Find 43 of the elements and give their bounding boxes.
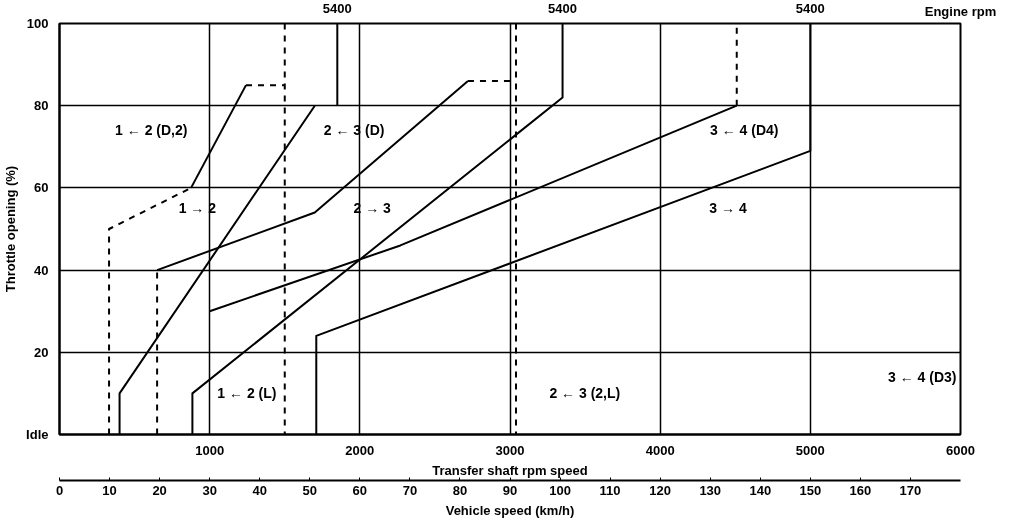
annotation: 3 ← 4 (D3) — [888, 368, 957, 385]
y-axis-title: Throttle opening (%) — [3, 165, 19, 293]
x2-tick-label: 10 — [102, 482, 117, 498]
x-tick-label: 6000 — [946, 442, 975, 458]
x2-tick-label: 60 — [352, 482, 368, 498]
x2-tick-label: 160 — [849, 482, 872, 498]
annotation: 2 ← 3 (2,L) — [549, 385, 621, 402]
x2-axis-title: Vehicle speed (km/h) — [445, 502, 575, 518]
x2-tick-label: 120 — [649, 482, 672, 498]
text: Engine rpm — [924, 3, 997, 19]
x2-tick-label: 70 — [402, 482, 418, 498]
x2-tick-label: 80 — [452, 482, 468, 498]
x2-tick-label: 110 — [599, 482, 621, 498]
annotation: 3 → 4 — [709, 200, 747, 217]
x2-tick-label: 90 — [502, 482, 518, 498]
x2-tick-label: 40 — [252, 482, 267, 498]
x-tick-label: 3000 — [495, 442, 525, 458]
annotation: 5400 — [322, 0, 352, 16]
annotation: 3 ← 4 (D4) — [710, 122, 779, 139]
x2-tick-label: 100 — [549, 482, 571, 498]
annotation: 1 ← 2 (D,2) — [115, 122, 188, 139]
x2-tick-label: 20 — [152, 482, 167, 498]
y-tick-label: Idle — [26, 427, 49, 442]
x-tick-label: 1000 — [195, 442, 225, 458]
x-axis-title: Transfer shaft rpm speed — [432, 462, 588, 478]
x-tick-label: 4000 — [645, 442, 675, 458]
x2-tick-label: 140 — [749, 482, 772, 498]
y-tick-label: 40 — [34, 262, 49, 278]
y-tick-label: 80 — [34, 98, 49, 114]
annotation: 5400 — [795, 0, 825, 16]
annotation: 5400 — [548, 0, 578, 16]
y-tick-label: 20 — [34, 344, 49, 360]
annotation: 1 ← 2 (L) — [217, 385, 277, 402]
y-tick-label: 100 — [26, 16, 49, 31]
x2-tick-label: 150 — [799, 482, 822, 498]
x-tick-label: 2000 — [345, 442, 375, 458]
x2-tick-label: 50 — [302, 482, 318, 498]
x-tick-label: 5000 — [795, 442, 825, 458]
x2-tick-label: 130 — [699, 482, 722, 498]
y-tick-label: 60 — [34, 180, 49, 196]
x2-tick-label: 0 — [55, 482, 64, 498]
x2-tick-label: 170 — [899, 482, 922, 498]
x2-tick-label: 30 — [202, 482, 217, 498]
